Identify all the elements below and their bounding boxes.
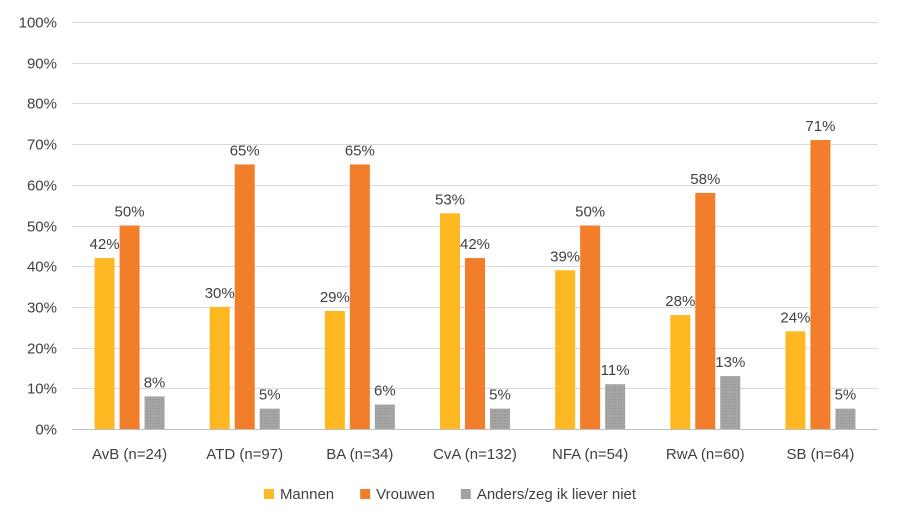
legend-swatch [360,489,371,499]
data-label: 28% [665,293,695,310]
data-label: 53% [435,191,465,208]
data-label: 65% [230,142,260,159]
bar-anders-zeg-ik-liever-niet [144,396,165,429]
y-tick-label: 100% [19,15,57,32]
x-tick-label: ATD (n=97) [206,446,283,463]
legend-label: Mannen [280,486,334,503]
bar-vrouwen [234,164,255,429]
x-axis-ticks: AvB (n=24) ATD (n=97) BA (n=34) CvA (n=132)… [92,446,854,463]
data-label: 5% [489,387,511,404]
data-labels: 42% 50% 8% 30% 65% 5% 29% 65% 6% 53% 42% 5% 39% 50% 11… [90,118,857,404]
y-tick-label: 50% [27,219,57,236]
bar-mannen [440,213,460,429]
bar-anders-zeg-ik-liever-niet [259,408,280,429]
legend-label: Vrouwen [376,486,435,503]
legend-swatch [460,489,471,499]
bar-anders-zeg-ik-liever-niet [835,408,856,429]
x-tick-label: NFA (n=54) [552,446,628,463]
y-tick-label: 90% [27,56,57,73]
bar-vrouwen [465,258,485,429]
bar-anders-zeg-ik-liever-niet [374,404,395,429]
x-tick-label: BA (n=34) [326,446,393,463]
x-tick-label: RwA (n=60) [666,446,745,463]
bar-mannen [209,306,230,429]
data-label: 42% [460,236,490,253]
y-tick-label: 60% [27,178,57,195]
y-tick-label: 70% [27,137,57,154]
legend-item: Vrouwen [360,486,435,503]
bar-mannen [94,258,115,429]
bar-vrouwen [810,140,831,429]
data-label: 65% [345,142,375,159]
data-label: 42% [90,236,120,253]
bar-anders-zeg-ik-liever-niet [490,408,510,429]
data-label: 13% [715,354,745,371]
data-label: 29% [320,289,350,306]
data-label: 5% [835,387,857,404]
data-label: 39% [550,248,580,265]
x-tick-label: CvA (n=132) [433,446,517,463]
legend: Mannen Vrouwen Anders/zeg ik liever niet [263,486,637,503]
data-label: 30% [205,285,235,302]
bar-anders-zeg-ik-liever-niet [605,384,626,429]
data-label: 5% [259,387,281,404]
data-label: 6% [374,383,396,400]
legend-swatch [263,489,274,499]
bar-vrouwen [119,225,140,429]
bar-mannen [324,310,345,429]
data-label: 24% [780,309,810,326]
data-label: 11% [601,362,630,379]
legend-item: Anders/zeg ik liever niet [460,486,637,503]
legend-item: Mannen [263,486,334,503]
bars [94,140,856,429]
y-tick-label: 40% [27,259,57,276]
y-tick-label: 30% [27,300,57,317]
x-tick-label: AvB (n=24) [92,446,167,463]
bar-vrouwen [580,225,601,429]
data-label: 58% [690,171,720,188]
y-tick-label: 0% [35,422,57,439]
y-tick-label: 80% [27,96,57,113]
y-tick-label: 10% [27,381,57,398]
bar-anders-zeg-ik-liever-niet [720,376,741,429]
data-label: 50% [115,204,145,221]
bar-mannen [555,270,576,429]
x-tick-label: SB (n=64) [786,446,854,463]
legend-label: Anders/zeg ik liever niet [477,486,637,503]
bar-vrouwen [349,164,370,429]
bar-mannen [785,331,806,429]
y-axis-ticks: 0% 10% 20% 30% 40% 50% 60% 70% 80% 90% 100% [19,15,57,439]
data-label: 71% [805,118,835,135]
bar-mannen [670,315,691,429]
y-tick-label: 20% [27,341,57,358]
data-label: 8% [144,374,166,391]
bar-vrouwen [695,192,716,429]
data-label: 50% [575,204,605,221]
